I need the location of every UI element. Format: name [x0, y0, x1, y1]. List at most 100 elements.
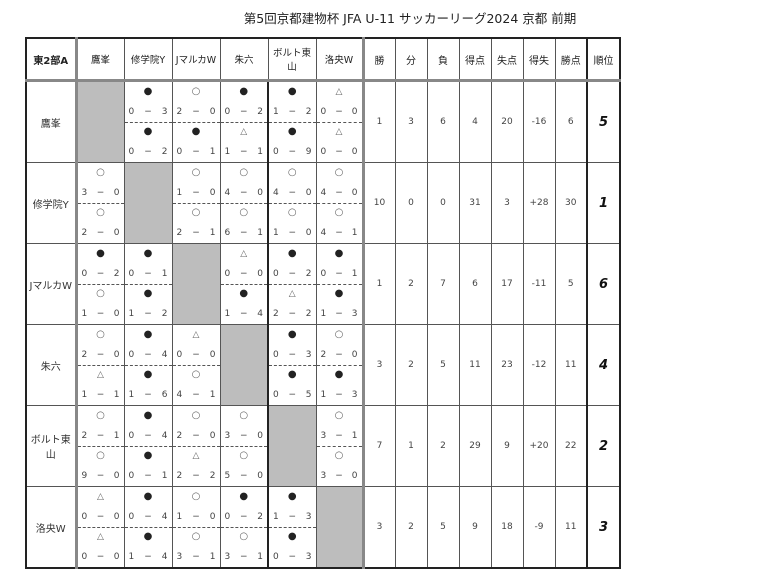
- goals-for: 2: [176, 430, 183, 441]
- draw-mark-icon: △: [97, 370, 104, 381]
- goals-for: 1: [320, 390, 327, 401]
- score-dash: −: [192, 471, 200, 482]
- draws-value: 3: [394, 80, 428, 163]
- table-row: 鷹峯 ● 0−3 ● 0−2 ○ 2−0 ● 0−1 ● 0−2 △ 1−1 ● 1−2 ● 0−9 △ 0−0 △ 0…: [25, 80, 621, 163]
- goals-for: 0: [273, 349, 279, 360]
- match-score: 2−1: [78, 430, 124, 442]
- win-mark-icon: ○: [191, 369, 201, 381]
- goals-against: 2: [161, 309, 168, 320]
- goals-for: 0: [224, 268, 231, 279]
- goals-for: 1: [128, 309, 135, 320]
- goals-against: 1: [257, 552, 263, 563]
- score-dash: −: [239, 552, 248, 563]
- match-score: 5−0: [221, 470, 268, 482]
- win-mark-icon: ○: [96, 166, 105, 178]
- goals-for: 0: [128, 147, 135, 158]
- goals-for: 6: [224, 228, 231, 239]
- score-dash: −: [144, 511, 152, 522]
- score-dash: −: [144, 552, 152, 563]
- score-dash: −: [288, 106, 297, 117]
- goals-against-value: 3: [490, 162, 524, 244]
- goals-against: 0: [209, 349, 216, 360]
- win-mark-icon: ○: [334, 409, 344, 421]
- score-dash: −: [239, 430, 248, 441]
- goals-for: 2: [320, 349, 327, 360]
- goals-for: 0: [81, 268, 88, 279]
- win-mark-icon: ○: [191, 531, 201, 543]
- score-dash: −: [335, 147, 343, 158]
- goals-for: 1: [128, 390, 135, 401]
- win-mark-icon: ○: [287, 207, 297, 219]
- match-result-cell: ● 0−2 ○ 3−1: [219, 486, 269, 569]
- match-score: 2−1: [173, 227, 220, 239]
- goals-for: 1: [273, 106, 279, 117]
- win-mark-icon: ○: [334, 328, 344, 340]
- match-score: 1−6: [125, 389, 172, 401]
- goals-against-value: 9: [490, 405, 524, 487]
- score-dash: −: [239, 187, 248, 198]
- match-score: 0−0: [78, 511, 124, 523]
- goals-for: 0: [81, 552, 88, 563]
- goals-for: 0: [176, 349, 183, 360]
- score-dash: −: [239, 228, 248, 239]
- match-score: 1−1: [221, 146, 268, 158]
- win-mark-icon: ○: [239, 409, 249, 421]
- score-dash: −: [144, 430, 152, 441]
- goal-difference-value: +28: [522, 162, 556, 244]
- goals-against: 1: [113, 390, 120, 401]
- goals-against: 4: [257, 309, 263, 320]
- match-result-cell: △ 0−0 ○ 4−1: [171, 324, 221, 406]
- goals-for: 1: [273, 511, 279, 522]
- match-score: 1−3: [269, 511, 316, 523]
- score-dash: −: [144, 147, 152, 158]
- goals-against: 1: [209, 147, 216, 158]
- match-result-cell: ○ 4−0 ○ 1−0: [267, 162, 317, 244]
- score-dash: −: [288, 268, 297, 279]
- goals-against: 0: [257, 430, 263, 441]
- match-result-cell: ○ 1−0 ○ 2−1: [171, 162, 221, 244]
- points-value: 6: [554, 80, 588, 163]
- goals-against: 6: [161, 390, 168, 401]
- match-result-cell: ○ 4−0 ○ 6−1: [219, 162, 269, 244]
- goals-against: 2: [257, 106, 263, 117]
- win-mark-icon: ○: [334, 207, 344, 219]
- rank-value: 5: [586, 80, 621, 163]
- score-dash: −: [288, 187, 297, 198]
- goals-against: 3: [161, 106, 168, 117]
- score-dash: −: [144, 106, 152, 117]
- loss-mark-icon: ●: [287, 85, 297, 97]
- match-score: 9−0: [78, 470, 124, 482]
- score-dash: −: [288, 228, 297, 239]
- goals-against: 2: [209, 471, 216, 482]
- row-team-name: 修学院Y: [25, 162, 78, 244]
- row-team-name: ボルト東山: [25, 405, 78, 487]
- column-header-stat: 勝点: [554, 37, 588, 82]
- table-row: 修学院Y ○ 3−0 ○ 2−0 ○ 1−0 ○ 2−1 ○ 4−0 ○ 6−1 ○ 4−0 ○ 1−0 ○ 4−0…: [25, 162, 621, 244]
- column-header-team: ボルト東山: [267, 37, 317, 82]
- goals-for: 4: [320, 187, 327, 198]
- goals-for: 4: [176, 390, 183, 401]
- match-score: 0−0: [317, 146, 362, 158]
- loss-mark-icon: ●: [143, 369, 153, 381]
- match-score: 2−2: [173, 470, 220, 482]
- goals-against-value: 23: [490, 324, 524, 406]
- score-dash: −: [239, 106, 248, 117]
- match-score: 2−2: [269, 308, 316, 320]
- column-header-team: 鷹峯: [75, 37, 125, 82]
- match-score: 2−0: [78, 349, 124, 361]
- score-dash: −: [335, 268, 343, 279]
- score-dash: −: [96, 471, 105, 482]
- table-row: 洛央W △ 0−0 △ 0−0 ● 0−4 ● 1−4 ○ 1−0 ○ 3−1 ● 0−2 ○ 3−1 ● 1−3 ●…: [25, 486, 621, 569]
- match-score: 1−1: [78, 389, 124, 401]
- goals-against-value: 18: [490, 486, 524, 569]
- losses-value: 0: [426, 162, 460, 244]
- win-mark-icon: ○: [239, 450, 249, 462]
- score-dash: −: [335, 430, 343, 441]
- goals-against: 3: [351, 390, 358, 401]
- goal-difference-value: -12: [522, 324, 556, 406]
- column-header-team: 洛央W: [315, 37, 364, 82]
- goals-against: 3: [305, 511, 312, 522]
- score-dash: −: [96, 309, 105, 320]
- goals-for: 0: [224, 511, 231, 522]
- wins-value: 10: [361, 162, 396, 244]
